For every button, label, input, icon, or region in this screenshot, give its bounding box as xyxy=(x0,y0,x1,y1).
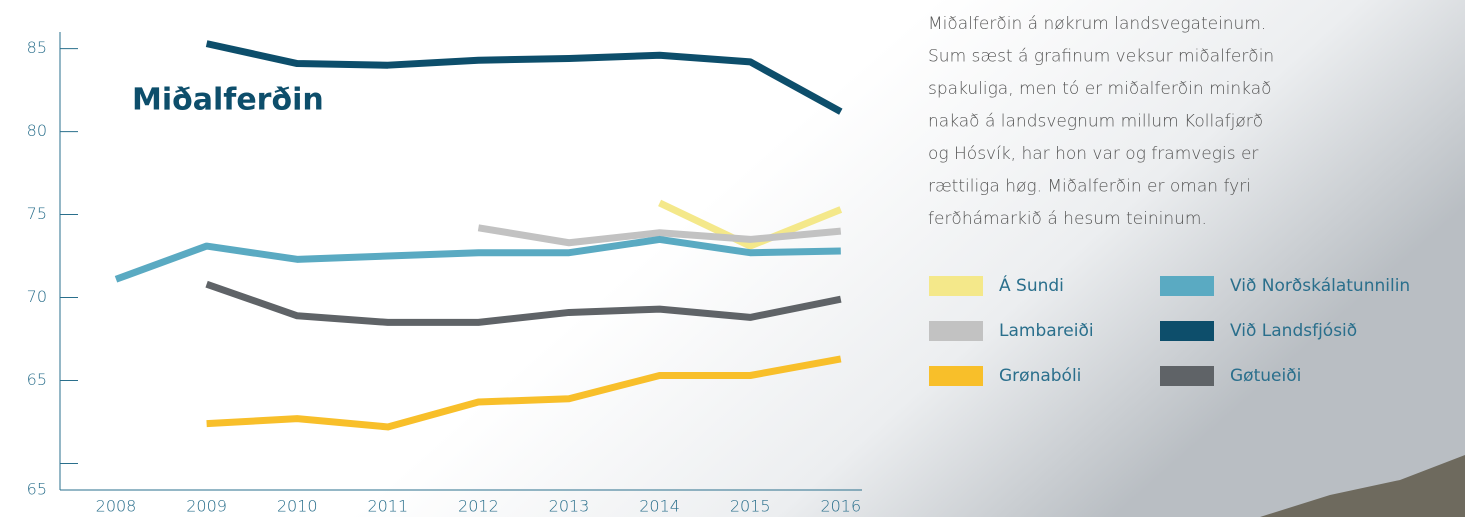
x-tick-label: 2009 xyxy=(186,497,227,516)
description-line: Sum sæst á grafinum veksur miðalferðin xyxy=(928,47,1274,67)
y-tick-label: 80 xyxy=(27,121,47,140)
description-line: spakuliga, men tó er miðalferðin minkað xyxy=(928,79,1272,99)
y-tick-label: 65 xyxy=(27,370,47,389)
description-line: rættiliga høg. Miðalferðin er oman fyri xyxy=(928,177,1251,197)
y-tick-label: 85 xyxy=(27,38,47,57)
legend-swatch xyxy=(929,321,983,341)
legend-label: Við Norðskálatunnilin xyxy=(1230,276,1410,296)
background xyxy=(0,0,1465,517)
y-tick-label: 70 xyxy=(27,287,47,306)
description-line: og Hósvík, har hon var og framvegis er xyxy=(928,144,1258,164)
legend-swatch xyxy=(929,276,983,296)
chart: Miðalferðin 85 80 75 70 65 65 2008 2009 2010 2011… xyxy=(0,0,1465,517)
x-tick-label: 2008 xyxy=(96,497,137,516)
x-tick-label: 2013 xyxy=(549,497,590,516)
legend-swatch xyxy=(1160,321,1214,341)
chart-title: Miðalferðin xyxy=(132,83,324,118)
x-tick-label: 2011 xyxy=(367,497,408,516)
legend-label: Við Landsfjósið xyxy=(1230,321,1357,341)
description-line: ferðhámarkið á hesum teininum. xyxy=(928,209,1207,229)
description-line: nakað á landsvegnum millum Kollafjørð xyxy=(928,112,1263,132)
x-tick-label: 2015 xyxy=(730,497,771,516)
x-tick-label: 2010 xyxy=(277,497,318,516)
legend-swatch xyxy=(1160,366,1214,386)
legend-label: Grønabóli xyxy=(999,366,1081,386)
legend-label: Gøtueiði xyxy=(1230,366,1301,386)
legend-swatch xyxy=(1160,276,1214,296)
legend-label: Lambareiði xyxy=(999,321,1094,341)
x-tick-label: 2012 xyxy=(458,497,499,516)
y-tick-label: 75 xyxy=(27,204,47,223)
legend-swatch xyxy=(929,366,983,386)
legend-label: Á Sundi xyxy=(999,274,1064,296)
x-tick-label: 2016 xyxy=(820,497,861,516)
description-line: Miðalferðin á nøkrum landsvegateinum. xyxy=(928,14,1266,34)
x-tick-label: 2014 xyxy=(639,497,680,516)
y-tick-label: 65 xyxy=(27,480,47,499)
